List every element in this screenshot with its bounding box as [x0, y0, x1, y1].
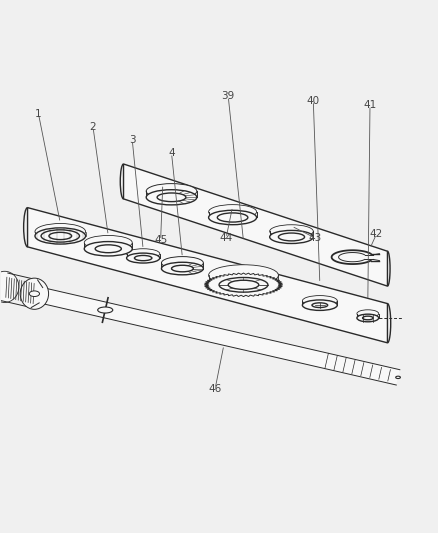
Text: 41: 41: [363, 100, 376, 110]
Ellipse shape: [146, 183, 196, 199]
Text: 3: 3: [129, 135, 135, 145]
Text: 43: 43: [308, 233, 321, 243]
Text: 39: 39: [221, 91, 234, 101]
Text: 40: 40: [306, 96, 319, 106]
Text: 42: 42: [369, 229, 382, 239]
Ellipse shape: [217, 213, 247, 222]
Ellipse shape: [95, 245, 121, 253]
Ellipse shape: [20, 278, 49, 309]
Ellipse shape: [302, 300, 336, 310]
Text: 1: 1: [35, 109, 42, 119]
Ellipse shape: [356, 314, 378, 322]
Ellipse shape: [49, 232, 71, 240]
Polygon shape: [28, 208, 387, 343]
Ellipse shape: [161, 262, 203, 275]
Text: 4: 4: [168, 148, 174, 158]
Ellipse shape: [208, 211, 256, 225]
Ellipse shape: [269, 225, 313, 238]
Text: 46: 46: [208, 384, 221, 394]
Ellipse shape: [84, 241, 132, 256]
Ellipse shape: [157, 193, 185, 201]
Ellipse shape: [161, 256, 203, 269]
Ellipse shape: [228, 280, 258, 289]
Ellipse shape: [395, 376, 399, 378]
Text: 45: 45: [154, 236, 167, 245]
Ellipse shape: [146, 190, 196, 205]
Ellipse shape: [171, 265, 193, 272]
Ellipse shape: [98, 307, 113, 313]
Text: 2: 2: [89, 122, 96, 132]
Ellipse shape: [311, 303, 327, 308]
Ellipse shape: [0, 271, 19, 302]
Ellipse shape: [84, 236, 132, 250]
Ellipse shape: [134, 255, 152, 261]
Ellipse shape: [41, 230, 79, 242]
Ellipse shape: [269, 230, 313, 244]
Ellipse shape: [35, 228, 85, 244]
Ellipse shape: [278, 233, 304, 241]
Ellipse shape: [126, 253, 159, 263]
Ellipse shape: [219, 278, 267, 292]
Ellipse shape: [302, 296, 336, 306]
Ellipse shape: [35, 223, 85, 240]
Ellipse shape: [208, 265, 278, 286]
Ellipse shape: [126, 249, 159, 259]
Polygon shape: [123, 164, 387, 286]
Ellipse shape: [29, 291, 39, 296]
Ellipse shape: [356, 310, 378, 318]
Ellipse shape: [208, 205, 256, 219]
Polygon shape: [39, 288, 399, 385]
Text: 44: 44: [219, 233, 232, 243]
Polygon shape: [204, 273, 282, 296]
Ellipse shape: [362, 316, 372, 320]
